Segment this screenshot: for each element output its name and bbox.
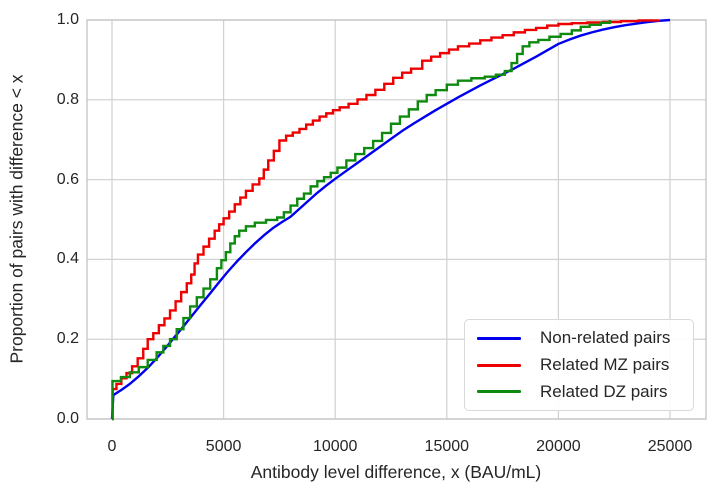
x-tick-label: 20000 (536, 438, 581, 455)
x-tick-label: 0 (107, 438, 117, 455)
legend-item: Non-related pairs (477, 325, 683, 352)
legend-item: Related MZ pairs (477, 352, 683, 379)
series-line-1 (111, 19, 661, 421)
series-line-2 (111, 20, 611, 421)
y-tick-label: 0.8 (56, 90, 79, 108)
x-axis-label: Antibody level difference, x (BAU/mL) (250, 462, 542, 482)
x-tick-label: 5000 (205, 438, 242, 455)
legend-line-swatch-blue (477, 336, 521, 340)
y-tick-label: 0.0 (56, 410, 79, 427)
legend: Non-related pairs Related MZ pairs Relat… (464, 319, 694, 411)
legend-line-swatch-red (477, 363, 521, 367)
y-tick-label: 0.2 (56, 330, 79, 348)
legend-label: Related DZ pairs (540, 381, 668, 401)
legend-item: Related DZ pairs (477, 378, 683, 405)
y-tick-label: 0.4 (56, 250, 79, 268)
legend-line-swatch-green (477, 390, 521, 394)
x-tick-label: 10000 (312, 438, 358, 455)
x-tick-label: 25000 (647, 438, 693, 455)
x-tick-label: 15000 (424, 438, 470, 455)
y-axis-label: Proportion of pairs with difference < x (6, 74, 27, 364)
series-line-0 (110, 18, 671, 420)
axes-spines (86, 19, 707, 420)
legend-label: Related MZ pairs (540, 355, 670, 374)
y-tick-label: 0.6 (56, 170, 79, 188)
legend-label: Non-related pairs (540, 328, 671, 348)
y-tick-label: 1.0 (56, 11, 79, 28)
